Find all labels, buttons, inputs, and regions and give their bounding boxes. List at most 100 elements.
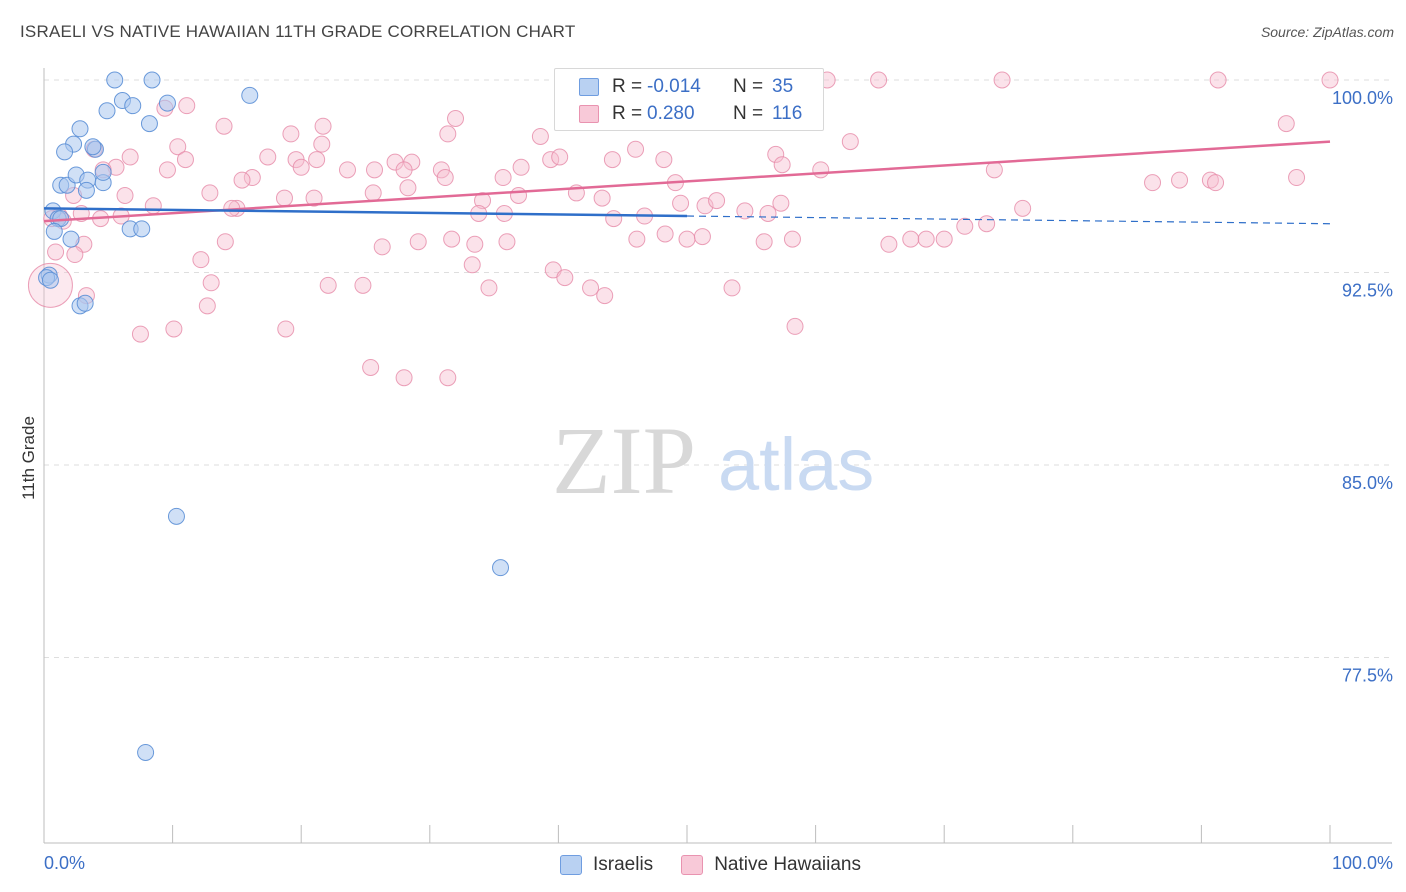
chart-title: ISRAELI VS NATIVE HAWAIIAN 11TH GRADE CO… [20, 22, 576, 41]
point-native-hawaiians [198, 297, 216, 315]
point-native-hawaiians [1321, 71, 1339, 89]
point-native-hawaiians [480, 279, 498, 297]
legend-n-label: N = [733, 76, 764, 97]
point-native-hawaiians [880, 235, 898, 253]
point-native-hawaiians [755, 233, 773, 251]
point-native-hawaiians [259, 148, 277, 166]
point-native-hawaiians [192, 251, 210, 269]
point-native-hawaiians [366, 161, 384, 179]
legend-label-native-hawaiians: Native Hawaiians [714, 854, 861, 875]
point-israelis [167, 507, 185, 525]
legend-r-label: R = [612, 76, 643, 97]
point-israelis [94, 163, 112, 181]
point-native-hawaiians [364, 184, 382, 202]
point-native-hawaiians [603, 151, 621, 169]
point-israelis [71, 120, 89, 138]
legend-item-native-hawaiians[interactable]: Native Hawaiians [681, 854, 861, 876]
x-tick-label-max: 100.0% [1332, 853, 1393, 873]
point-israelis [77, 181, 95, 199]
point-native-hawaiians [439, 369, 457, 387]
trend-israelis-solid [43, 207, 688, 218]
point-native-hawaiians [201, 184, 219, 202]
point-native-hawaiians [277, 320, 295, 338]
point-native-hawaiians [362, 358, 380, 376]
point-native-hawaiians [463, 256, 481, 274]
legend-item-israelis[interactable]: Israelis [560, 854, 653, 876]
x-tick-label-min: 0.0% [44, 853, 85, 873]
point-native-hawaiians [582, 279, 600, 297]
point-native-hawaiians [551, 148, 569, 166]
point-israelis [84, 138, 102, 156]
point-native-hawaiians [216, 233, 234, 251]
point-native-hawaiians [498, 233, 516, 251]
legend-swatch-native-hawaiians [681, 855, 704, 875]
point-native-hawaiians [395, 369, 413, 387]
point-native-hawaiians [812, 161, 830, 179]
point-native-hawaiians [1288, 169, 1306, 187]
point-native-hawaiians [1207, 174, 1225, 192]
point-native-hawaiians [1277, 115, 1295, 133]
point-native-hawaiians [655, 151, 673, 169]
x-tick-labels: 0.0% 100.0% [44, 853, 1393, 873]
point-native-hawaiians [395, 161, 413, 179]
point-native-hawaiians [338, 161, 356, 179]
point-israelis [98, 102, 116, 120]
point-native-hawaiians [373, 238, 391, 256]
point-native-hawaiians [678, 230, 696, 248]
series-legend: Israelis Native Hawaiians [560, 852, 889, 878]
point-native-hawaiians [993, 71, 1011, 89]
point-native-hawaiians [935, 230, 953, 248]
trend-israelis-dashed [686, 215, 1331, 225]
point-israelis [140, 115, 158, 133]
point-native-hawaiians [158, 161, 176, 179]
point-native-hawaiians [47, 243, 65, 261]
legend-r-label: R = [612, 103, 643, 124]
point-native-hawaiians [399, 179, 417, 197]
legend-swatch-pink [579, 105, 599, 123]
point-native-hawaiians [723, 279, 741, 297]
legend-n-value: 116 [772, 103, 803, 124]
point-israelis [62, 230, 80, 248]
axes [43, 68, 1392, 844]
point-israelis [41, 271, 59, 289]
correlation-legend: R = -0.014 N = 35 R = 0.280 N = 116 [554, 68, 824, 131]
watermark-zip: ZIP [552, 407, 696, 514]
point-native-hawaiians [494, 169, 512, 187]
point-native-hawaiians [305, 189, 323, 207]
watermark: ZIP atlas [552, 407, 874, 514]
point-native-hawaiians [439, 125, 457, 143]
point-native-hawaiians [121, 148, 139, 166]
point-native-hawaiians [169, 138, 187, 156]
point-native-hawaiians [409, 233, 427, 251]
series-israelis [38, 71, 510, 761]
point-native-hawaiians [783, 230, 801, 248]
source-label: Source: ZipAtlas.com [1260, 24, 1394, 40]
legend-n-label: N = [733, 103, 764, 124]
point-native-hawaiians [1144, 174, 1162, 192]
point-native-hawaiians [956, 217, 974, 235]
point-native-hawaiians [870, 71, 888, 89]
legend-row-israelis: R = -0.014 N = 35 [555, 73, 823, 101]
point-native-hawaiians [178, 97, 196, 115]
point-native-hawaiians [275, 189, 293, 207]
point-native-hawaiians [432, 161, 450, 179]
point-native-hawaiians [605, 210, 623, 228]
legend-r-value: 0.280 [647, 103, 695, 124]
y-tick-label: 85.0% [1342, 473, 1393, 493]
point-native-hawaiians [1209, 71, 1227, 89]
point-native-hawaiians [436, 169, 454, 187]
point-native-hawaiians [593, 189, 611, 207]
point-native-hawaiians [708, 192, 726, 210]
point-native-hawaiians [627, 140, 645, 158]
point-israelis [158, 94, 176, 112]
point-native-hawaiians [786, 317, 804, 335]
point-native-hawaiians [313, 135, 331, 153]
legend-swatch-blue [579, 78, 599, 96]
legend-n-value: 35 [772, 76, 794, 97]
legend-row-native-hawaiians: R = 0.280 N = 116 [555, 100, 823, 128]
point-native-hawaiians [773, 156, 791, 174]
point-native-hawaiians [1201, 171, 1219, 189]
point-native-hawaiians [902, 230, 920, 248]
point-native-hawaiians [447, 110, 465, 127]
